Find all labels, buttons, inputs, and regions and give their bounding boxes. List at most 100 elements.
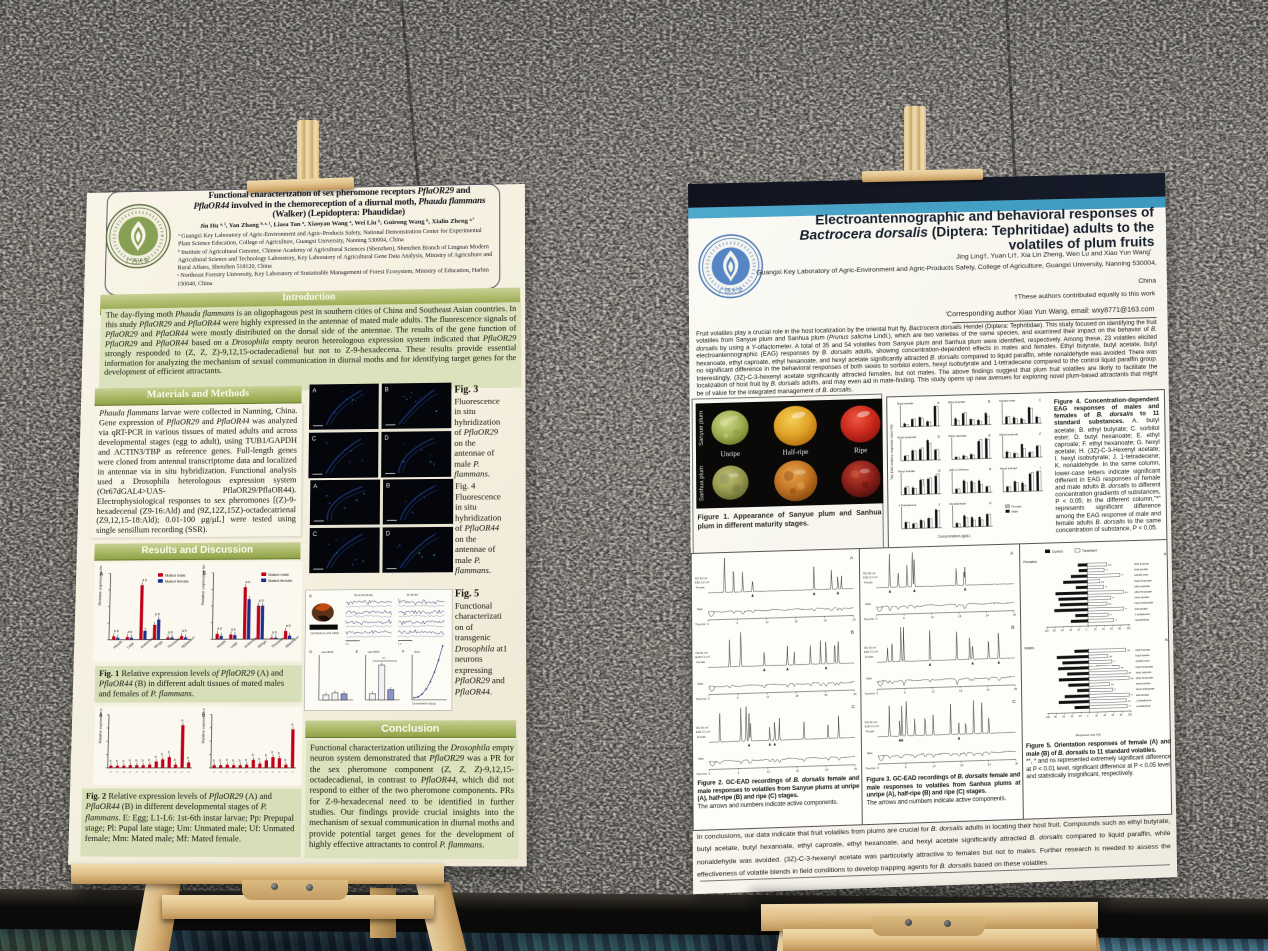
svg-text:ns: ns <box>1111 683 1114 686</box>
svg-text:E: E <box>989 433 991 437</box>
svg-text:K: K <box>989 501 992 505</box>
svg-text:Wings: Wings <box>153 639 164 649</box>
svg-text:I: I <box>1040 466 1041 470</box>
svg-text:butyl hexanoate: butyl hexanoate <box>1134 579 1152 583</box>
svg-text:6: 6 <box>903 616 905 620</box>
svg-text:butyl acetate: butyl acetate <box>1135 654 1150 657</box>
svg-text:a b: a b <box>231 627 236 631</box>
svg-text:FID 50 mV: FID 50 mV <box>695 576 708 580</box>
svg-text:B: B <box>1011 625 1015 631</box>
svg-text:sorbitol ester: sorbitol ester <box>1134 574 1148 577</box>
svg-text:b: b <box>213 758 215 762</box>
svg-text:leaf acetate: leaf acetate <box>1136 693 1149 696</box>
svg-text:Relative expression level: Relative expression level <box>201 708 206 743</box>
svg-text:Ethyl hexanoat: Ethyl hexanoat <box>999 432 1018 436</box>
svg-text:ns: ns <box>1127 649 1130 652</box>
svg-text:C: C <box>313 532 317 538</box>
svg-text:ethyl butyrate: ethyl butyrate <box>1135 648 1151 651</box>
svg-text:12: 12 <box>931 615 935 619</box>
svg-text:leaf acetate: leaf acetate <box>1135 607 1148 610</box>
svg-text:b: b <box>226 758 228 762</box>
svg-text:C: C <box>312 436 316 442</box>
svg-text:Male: Male <box>697 607 703 611</box>
svg-text:Females: Females <box>1023 560 1037 564</box>
svg-text:a b: a b <box>286 624 291 628</box>
svg-text:12: 12 <box>932 764 936 768</box>
svg-text:24: 24 <box>986 613 990 617</box>
svg-text:b: b <box>181 718 183 722</box>
svg-text:a b: a b <box>272 630 277 634</box>
svg-text:uas-OR29: uas-OR29 <box>321 651 334 654</box>
svg-text:1 s: 1 s <box>398 644 402 646</box>
svg-text:hexyl isobutyrate: hexyl isobutyrate <box>1135 602 1154 606</box>
svg-text:A: A <box>937 401 940 405</box>
svg-text:b: b <box>265 754 267 758</box>
svg-text:A: A <box>850 555 854 561</box>
svg-text:**: ** <box>1125 607 1127 611</box>
svg-text:0: 0 <box>708 697 710 701</box>
svg-text:24: 24 <box>824 618 828 622</box>
svg-text:Control: Control <box>1052 550 1063 554</box>
svg-text:nonaldehyde: nonaldehyde <box>1136 705 1151 708</box>
svg-text:60: 60 <box>1062 716 1065 719</box>
svg-text:ns: ns <box>1108 564 1111 567</box>
svg-text:ns: ns <box>1108 603 1111 606</box>
svg-text:b: b <box>232 758 234 762</box>
svg-text:12: 12 <box>932 689 936 693</box>
svg-text:Female: Female <box>866 729 875 733</box>
svg-text:a b: a b <box>114 629 119 633</box>
svg-text:b: b <box>272 750 274 754</box>
svg-text:24: 24 <box>988 762 992 766</box>
svg-text:18: 18 <box>795 619 799 623</box>
svg-text:100: 100 <box>1046 716 1051 719</box>
svg-text:Treatment: Treatment <box>1082 549 1097 553</box>
svg-text:B: B <box>1165 637 1168 642</box>
svg-text:Males: Males <box>1024 646 1034 650</box>
svg-text:A: A <box>312 388 316 394</box>
svg-text:ns: ns <box>1128 700 1131 703</box>
svg-text:Male: Male <box>698 757 704 761</box>
svg-text:Time/min: Time/min <box>695 622 706 626</box>
svg-text:b: b <box>219 758 221 762</box>
svg-text:ethyl hexanoate: ethyl hexanoate <box>1136 676 1154 680</box>
svg-text:6: 6 <box>738 771 740 775</box>
svg-text:EAD 0.2 mV: EAD 0.2 mV <box>865 724 880 729</box>
svg-text:sorbitol ester: sorbitol ester <box>1136 660 1150 663</box>
svg-text:Ethyl caproate: Ethyl caproate <box>949 434 967 438</box>
svg-text:0: 0 <box>1087 715 1089 718</box>
svg-text:b: b <box>278 751 280 755</box>
svg-text:hexyl acetate: hexyl acetate <box>1136 682 1151 685</box>
svg-text:b: b <box>148 758 150 762</box>
svg-text:20: 20 <box>1095 715 1098 718</box>
svg-text:b: b <box>135 758 137 762</box>
svg-text:**: ** <box>1115 618 1117 622</box>
svg-text:b: b <box>258 757 260 761</box>
svg-text:0: 0 <box>708 772 710 776</box>
svg-text:40: 40 <box>1071 715 1074 718</box>
svg-text:Mated male: Mated male <box>268 573 289 577</box>
svg-text:G: G <box>938 469 941 473</box>
svg-text:Male: Male <box>867 751 873 755</box>
svg-text:a b: a b <box>168 630 173 634</box>
svg-text:30: 30 <box>853 617 857 621</box>
svg-text:A: A <box>100 571 104 577</box>
svg-text:Male: Male <box>865 602 871 606</box>
svg-text:24: 24 <box>987 688 991 692</box>
svg-text:b: b <box>239 758 241 762</box>
svg-text:ns: ns <box>1109 655 1112 658</box>
svg-text:Female: Female <box>697 735 706 739</box>
svg-text:**: ** <box>1113 660 1115 664</box>
svg-text:b: b <box>129 758 131 762</box>
svg-text:18: 18 <box>960 763 964 767</box>
svg-text:**: ** <box>1129 704 1131 708</box>
svg-text:A: A <box>309 593 312 598</box>
svg-text:广西大学: 广西大学 <box>719 287 743 296</box>
svg-text:100: 100 <box>1045 630 1050 633</box>
svg-text:18: 18 <box>796 769 800 773</box>
svg-text:Concentrations (g/μL): Concentrations (g/μL) <box>938 534 971 539</box>
svg-text:Or67dGAL4>UAS-OR29: Or67dGAL4>UAS-OR29 <box>310 632 339 635</box>
svg-text:Concentration (log g): Concentration (log g) <box>412 702 436 705</box>
svg-text:FID 50 mV: FID 50 mV <box>864 645 877 649</box>
svg-text:uas-OR44: uas-OR44 <box>368 651 381 654</box>
svg-text:A: A <box>1010 551 1014 557</box>
